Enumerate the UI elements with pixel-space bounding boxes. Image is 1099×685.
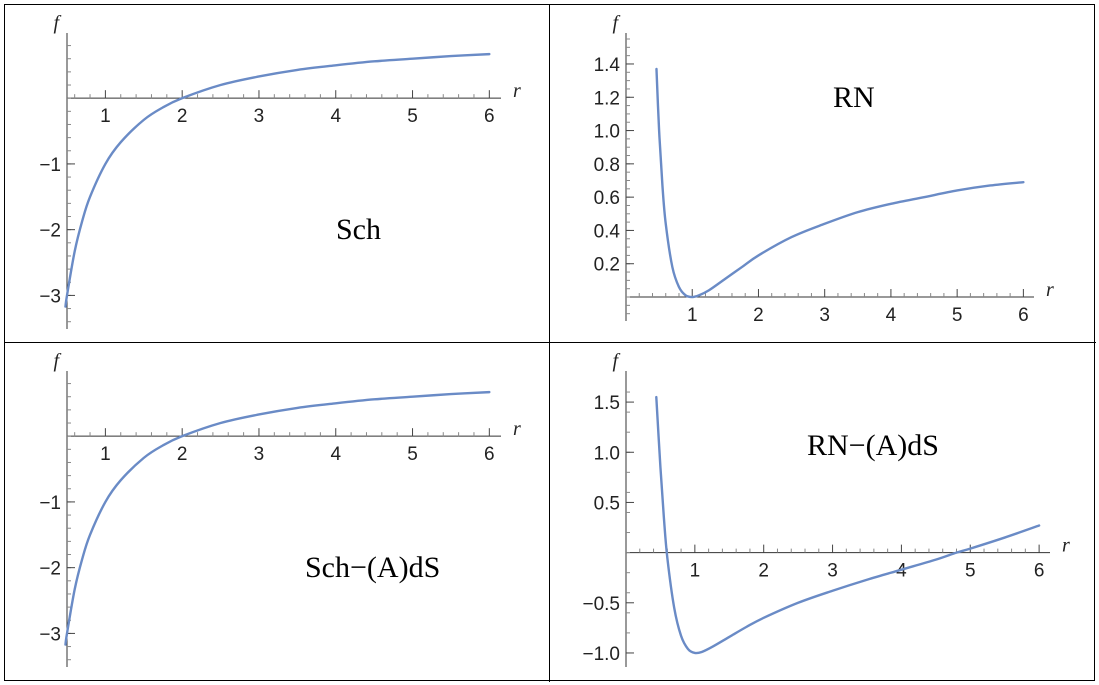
x-tick-label: 3: [827, 561, 838, 582]
figure-grid: 1 2 3 4 5 6 −3 −2 −1 r f Sch 1 2 3 4 5 6 0.2 0.4 0.6 0.8 1.0…: [4, 4, 1096, 682]
y-tick-label: −3: [39, 286, 61, 307]
y-tick-label: 1.0: [594, 122, 620, 143]
x-tick-label: 1: [100, 106, 111, 127]
y-tick-label: 1.4: [594, 55, 621, 76]
panel-label-rn-ads: RN−(A)dS: [807, 429, 939, 462]
x-tick-label: 6: [1034, 561, 1045, 582]
x-tick-label: 3: [254, 444, 265, 465]
series-line: [64, 390, 491, 646]
x-tick-label: 2: [177, 444, 188, 465]
chart-rn: 1 2 3 4 5 6 0.2 0.4 0.6 0.8 1.0 1.2 1.4 r f: [594, 12, 1054, 326]
x-tick-label: 3: [819, 305, 830, 326]
series-line: [655, 395, 1041, 655]
y-tick-label: 0.2: [594, 255, 620, 276]
y-tick-label: 1.5: [594, 393, 620, 414]
y-axis-name: f: [53, 350, 61, 372]
x-tick-label: 2: [753, 305, 764, 326]
y-tick-label: 1.2: [594, 88, 620, 109]
panel-label-sch-ads: Sch−(A)dS: [305, 551, 441, 584]
x-tick-label: 4: [330, 444, 341, 465]
panel-sch-ads: 1 2 3 4 5 6 −3 −2 −1 r f Sch−(A)dS: [5, 343, 550, 682]
y-axis-name: f: [53, 12, 61, 34]
y-tick-label: −0.5: [582, 594, 620, 615]
x-axis-name: r: [1046, 279, 1054, 301]
x-tick-label: 6: [484, 106, 495, 127]
y-tick-label: 0.4: [594, 221, 621, 242]
y-tick-label: −2: [39, 221, 61, 242]
panel-sch: 1 2 3 4 5 6 −3 −2 −1 r f Sch: [5, 5, 550, 343]
x-tick-label: 1: [687, 305, 698, 326]
y-tick-label: −1: [39, 155, 61, 176]
x-tick-label: 3: [254, 106, 265, 127]
chart-sch: 1 2 3 4 5 6 −3 −2 −1 r f: [39, 12, 521, 329]
y-tick-label: −1: [39, 493, 61, 514]
y-axis-name: f: [612, 350, 620, 372]
y-tick-label: 0.6: [594, 188, 620, 209]
y-tick-label: −1.0: [582, 644, 620, 665]
x-tick-label: 2: [177, 106, 188, 127]
x-tick-label: 4: [330, 106, 341, 127]
x-tick-label: 6: [1018, 305, 1029, 326]
x-axis-name: r: [513, 80, 521, 102]
x-tick-label: 5: [407, 444, 418, 465]
chart-rn-ads: 1 2 3 4 5 6 −1.0 −0.5 0.5 1.0 1.5 r f: [582, 350, 1070, 667]
series-line: [655, 67, 1025, 299]
y-tick-label: 1.0: [594, 443, 620, 464]
x-tick-label: 4: [896, 561, 907, 582]
y-tick-label: −3: [39, 624, 61, 645]
x-tick-label: 5: [407, 106, 418, 127]
y-tick-label: 0.8: [594, 155, 620, 176]
x-tick-label: 4: [886, 305, 897, 326]
x-tick-label: 1: [690, 561, 701, 582]
y-tick-label: −2: [39, 559, 61, 580]
x-axis-name: r: [513, 418, 521, 440]
panel-rn: 1 2 3 4 5 6 0.2 0.4 0.6 0.8 1.0 1.2 1.4 r f RN: [550, 5, 1096, 343]
series-line: [64, 52, 491, 308]
y-axis-name: f: [612, 12, 620, 34]
x-axis-name: r: [1062, 535, 1070, 557]
panel-label-rn: RN: [833, 81, 875, 114]
x-tick-label: 1: [100, 444, 111, 465]
y-tick-label: 0.5: [594, 493, 620, 514]
chart-sch-ads: 1 2 3 4 5 6 −3 −2 −1 r f: [39, 350, 521, 667]
x-tick-label: 6: [484, 444, 495, 465]
x-tick-label: 5: [952, 305, 963, 326]
panel-rn-ads: 1 2 3 4 5 6 −1.0 −0.5 0.5 1.0 1.5 r f RN−(A)dS: [550, 343, 1096, 682]
panel-label-sch: Sch: [336, 213, 381, 246]
x-tick-label: 5: [965, 561, 976, 582]
x-tick-label: 2: [758, 561, 769, 582]
